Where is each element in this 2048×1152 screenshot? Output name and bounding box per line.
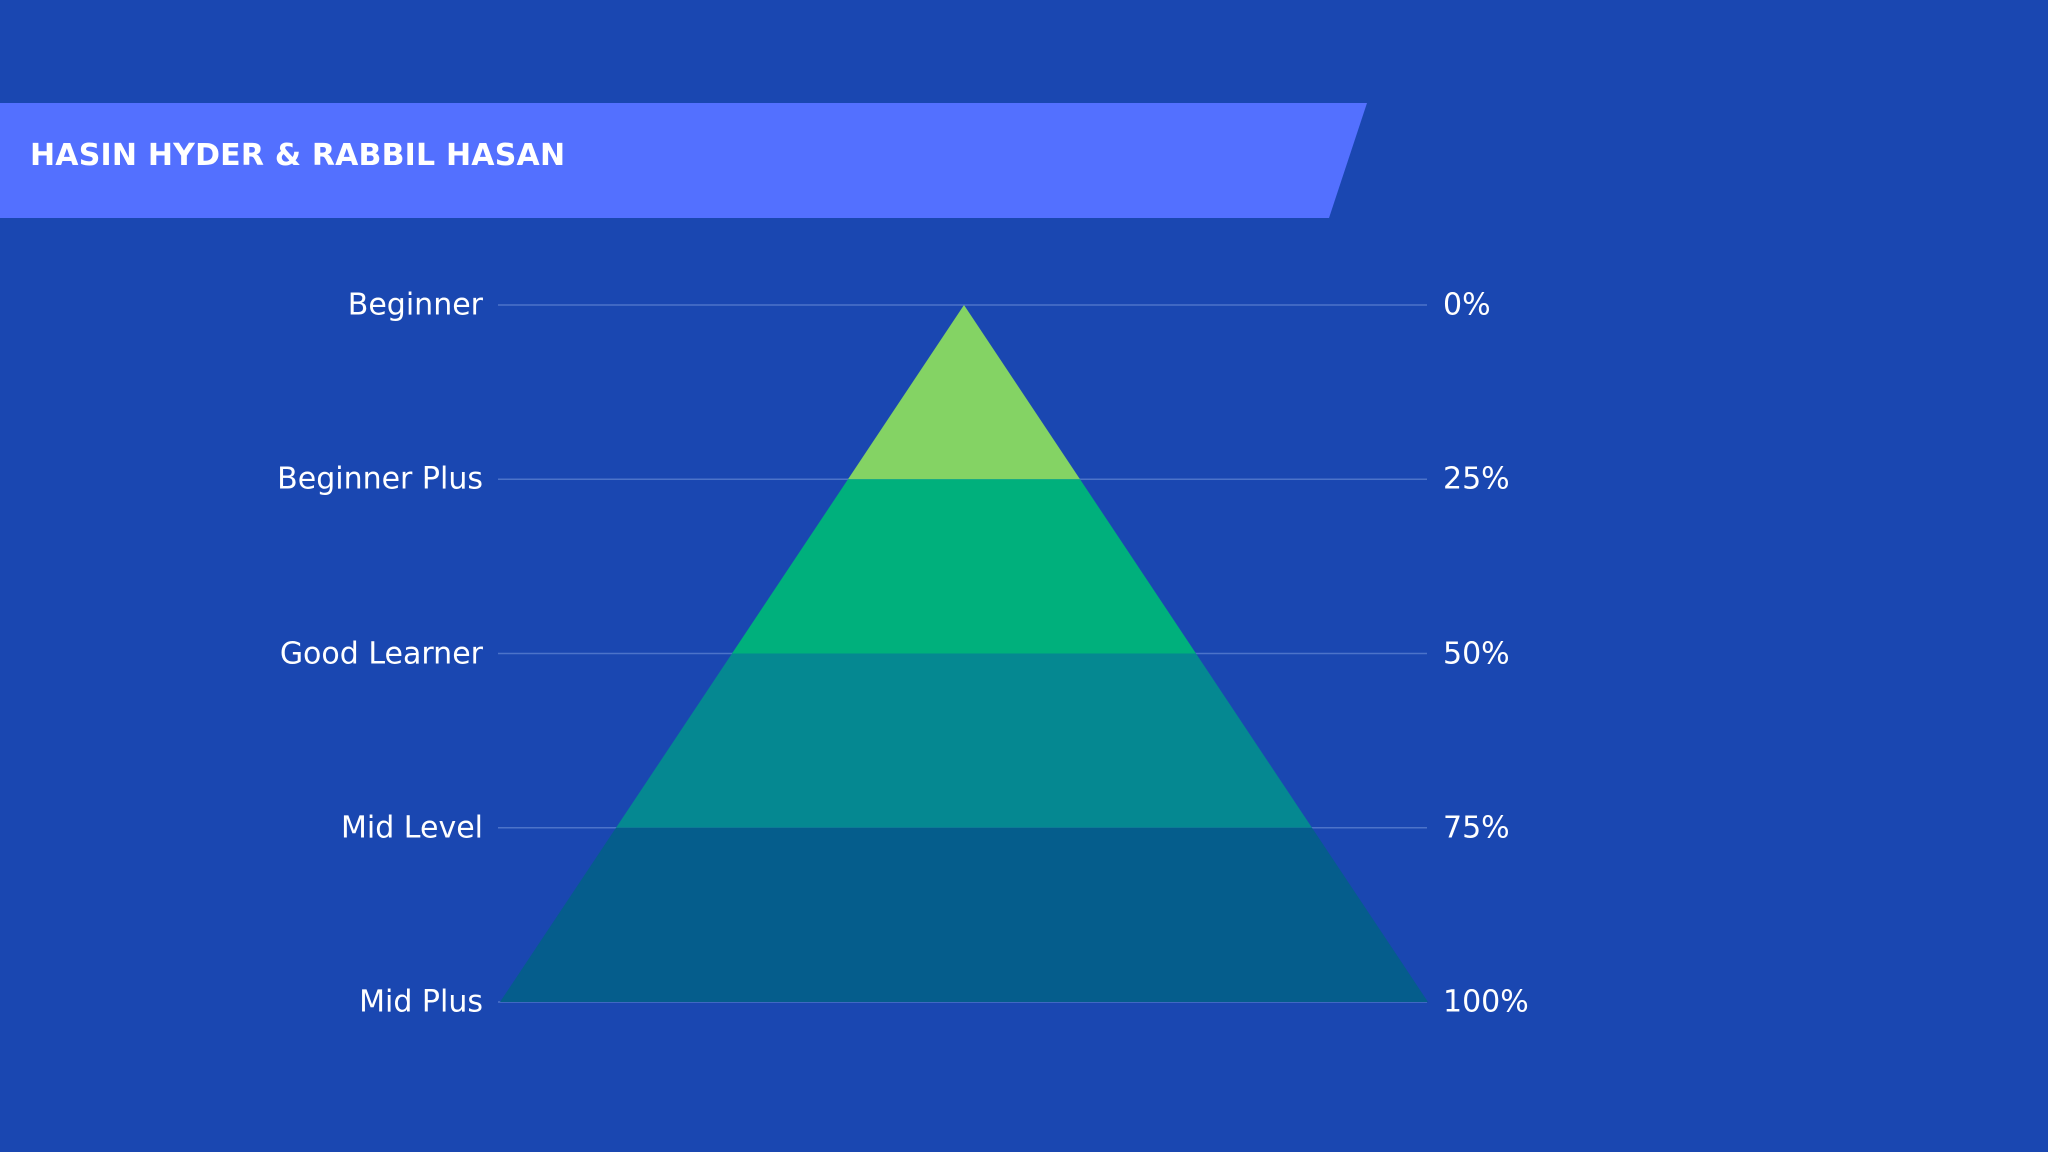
pyramid-band xyxy=(500,827,1428,1002)
level-label: Good Learner xyxy=(279,636,483,671)
level-label: Beginner Plus xyxy=(277,461,483,497)
percent-label: 75% xyxy=(1443,810,1510,846)
level-label: Mid Plus xyxy=(359,984,483,1020)
percent-label: 25% xyxy=(1443,461,1510,497)
pyramid-band xyxy=(616,653,1312,828)
pyramid-band xyxy=(732,479,1196,654)
level-label: Beginner xyxy=(347,287,483,323)
pyramid-bands xyxy=(500,305,1428,1002)
title-text: HASIN HYDER & RABBIL HASAN xyxy=(30,138,566,173)
percent-label: 0% xyxy=(1443,287,1491,323)
title-banner-shape xyxy=(0,103,1367,218)
percent-label: 50% xyxy=(1443,636,1510,671)
pyramid-band xyxy=(848,305,1080,480)
percent-label: 100% xyxy=(1443,984,1529,1020)
level-label: Mid Level xyxy=(341,810,483,846)
